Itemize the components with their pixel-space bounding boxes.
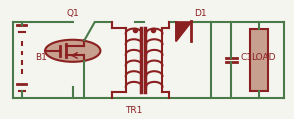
Text: C1: C1 [240,53,252,62]
Text: D1: D1 [195,9,207,17]
Text: TR1: TR1 [125,106,143,115]
Text: LOAD: LOAD [251,53,276,62]
Text: B1: B1 [35,53,47,62]
Polygon shape [176,22,191,41]
Bar [250,29,268,91]
Circle shape [45,40,101,62]
Text: Q1: Q1 [66,9,79,17]
